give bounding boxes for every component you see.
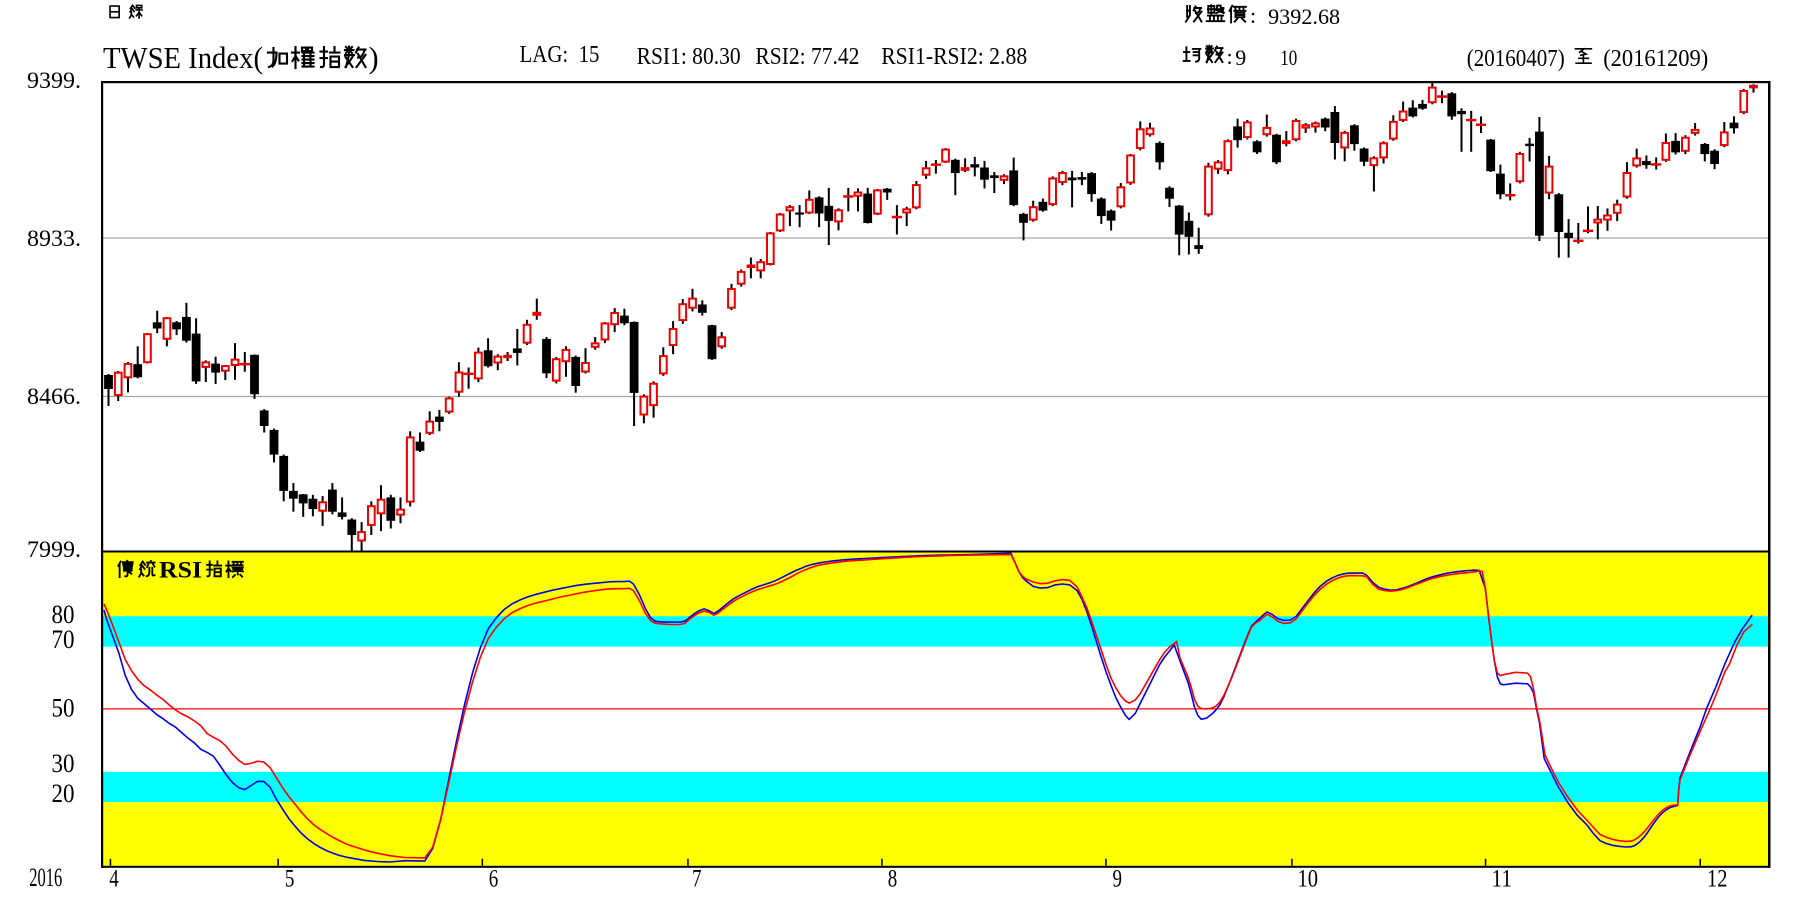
svg-text:6: 6 <box>489 866 499 893</box>
svg-text:20: 20 <box>52 779 75 808</box>
svg-text:80: 80 <box>52 600 75 629</box>
svg-text:50: 50 <box>52 694 75 723</box>
svg-text:9: 9 <box>1235 45 1246 70</box>
svg-text:(20160407): (20160407) <box>1467 46 1565 72</box>
svg-text:LAG: 15: LAG: 15 <box>520 42 600 68</box>
svg-text:RSI1: 80.30: RSI1: 80.30 <box>637 44 741 70</box>
svg-text:10: 10 <box>1280 45 1297 70</box>
svg-text:11: 11 <box>1492 866 1513 893</box>
svg-text:): ) <box>369 41 379 75</box>
svg-text:4: 4 <box>109 866 119 893</box>
svg-text:7999.: 7999. <box>27 537 81 562</box>
svg-text:RSI2: 77.42: RSI2: 77.42 <box>755 44 859 70</box>
svg-text:7: 7 <box>692 866 702 893</box>
svg-text:8466.: 8466. <box>27 384 81 409</box>
svg-text:TWSE Index(: TWSE Index( <box>103 41 263 75</box>
svg-text:30: 30 <box>52 749 75 778</box>
svg-text::: : <box>1227 44 1233 69</box>
svg-text:RSI1-RSI2: 2.88: RSI1-RSI2: 2.88 <box>881 44 1027 70</box>
svg-text:(20161209): (20161209) <box>1603 46 1708 72</box>
svg-text:8933.: 8933. <box>27 226 81 251</box>
svg-text:9392.68: 9392.68 <box>1268 4 1340 29</box>
svg-text:8: 8 <box>888 866 898 893</box>
svg-text:70: 70 <box>52 625 75 654</box>
svg-text:2016: 2016 <box>29 863 62 892</box>
svg-text:12: 12 <box>1707 866 1728 893</box>
svg-text::: : <box>1250 3 1256 28</box>
svg-text:5: 5 <box>285 866 295 893</box>
svg-text:9: 9 <box>1113 866 1123 893</box>
svg-text:10: 10 <box>1298 866 1319 893</box>
svg-text:RSI: RSI <box>159 558 202 583</box>
svg-text:9399.: 9399. <box>27 68 81 93</box>
